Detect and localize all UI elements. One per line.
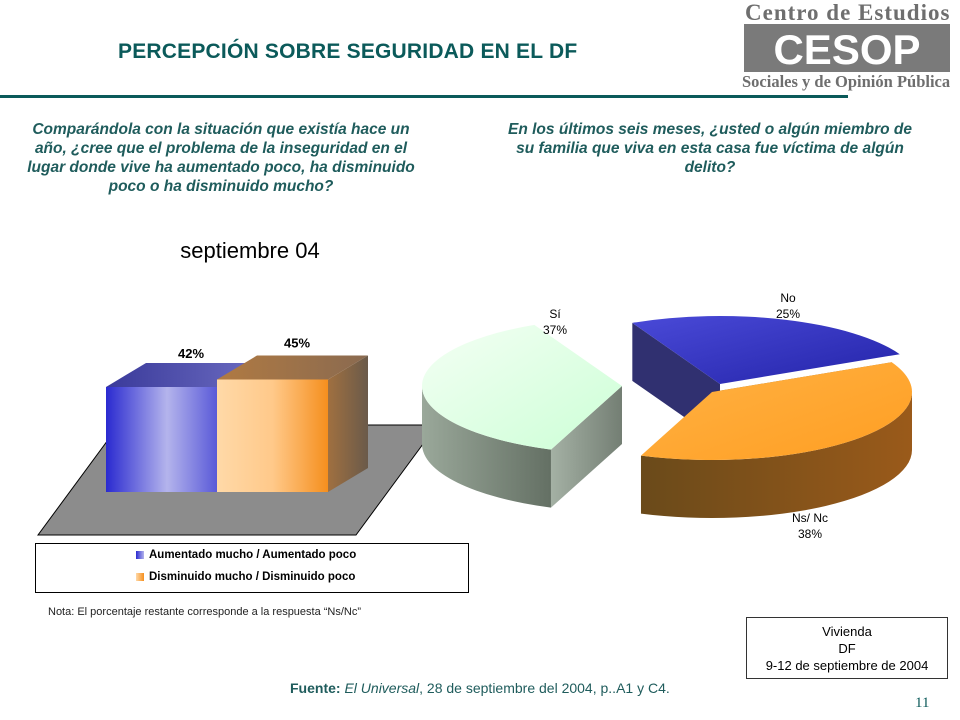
bar-top-disminuido: [217, 355, 368, 380]
bar-value-label-aumentado: 42%: [178, 346, 204, 361]
legend-item-disminuido: Disminuido mucho / Disminuido poco: [136, 571, 355, 583]
pie-label-si-value: 37%: [542, 323, 568, 337]
bar-value-label-disminuido: 45%: [284, 336, 310, 351]
pie-label-nsnc-value: 38%: [797, 527, 823, 541]
info-location: DF: [838, 641, 856, 656]
title-divider: [0, 95, 848, 98]
pie-label-no: No 25%: [768, 290, 808, 322]
info-dates: 9-12 de septiembre de 2004: [765, 658, 929, 673]
page-number: 11: [915, 695, 930, 711]
logo-bottom-text: Sociales y de Opinión Pública: [742, 72, 951, 91]
bar-chart-legend: Aumentado mucho / Aumentado poco Disminu…: [35, 543, 469, 593]
logo-top-text: Centro de Estudios: [745, 0, 951, 25]
pie-label-nsnc: Ns/ Nc 38%: [780, 510, 840, 542]
source-label: Fuente:: [290, 680, 341, 696]
source-details: , 28 de septiembre del 2004, p..A1 y C4.: [419, 680, 670, 696]
survey-info-box: Vivienda DF 9-12 de septiembre de 2004: [746, 617, 948, 679]
legend-item-aumentado: Aumentado mucho / Aumentado poco: [136, 549, 356, 561]
bar-side-disminuido: [328, 355, 368, 492]
bar-disminuido: [217, 379, 328, 492]
page-title: PERCEPCIÓN SOBRE SEGURIDAD EN EL DF: [118, 40, 578, 63]
pie-label-no-name: No: [780, 291, 796, 305]
pie-side-nsnc: [640, 392, 912, 518]
pie-label-nsnc-name: Ns/ Nc: [792, 511, 828, 525]
logo-acronym: CESOP: [773, 26, 920, 72]
pie-slice-si: [422, 324, 622, 450]
question-right: En los últimos seis meses, ¿usted o algú…: [508, 121, 912, 176]
cesop-logo: CESOP: [744, 24, 950, 72]
pie-cut-si: [550, 386, 622, 508]
source-citation: Fuente: El Universal, 28 de septiembre d…: [290, 680, 670, 696]
bar-chart: 42% 45%: [37, 336, 438, 536]
bar-chart-title: septiembre 04: [180, 238, 320, 263]
legend-swatch-orange: [136, 573, 144, 581]
question-left: Comparándola con la situación que existí…: [27, 121, 415, 195]
pie-slice-no: [632, 316, 900, 384]
info-type: Vivienda: [822, 624, 872, 639]
source-publication: El Universal: [344, 680, 420, 696]
pie-label-si: Sí 37%: [530, 306, 580, 338]
bar-aumentado: [106, 387, 217, 492]
legend-swatch-blue: [136, 551, 144, 559]
footnote: Nota: El porcentaje restante corresponde…: [48, 606, 362, 618]
pie-side-si: [422, 386, 551, 508]
pie-label-no-value: 25%: [775, 307, 801, 321]
legend-label-disminuido: Disminuido mucho / Disminuido poco: [149, 571, 356, 583]
pie-chart: [422, 316, 912, 518]
pie-label-si-name: Sí: [549, 307, 561, 321]
pie-slice-nsnc: [640, 362, 912, 460]
legend-label-aumentado: Aumentado mucho / Aumentado poco: [149, 549, 357, 561]
